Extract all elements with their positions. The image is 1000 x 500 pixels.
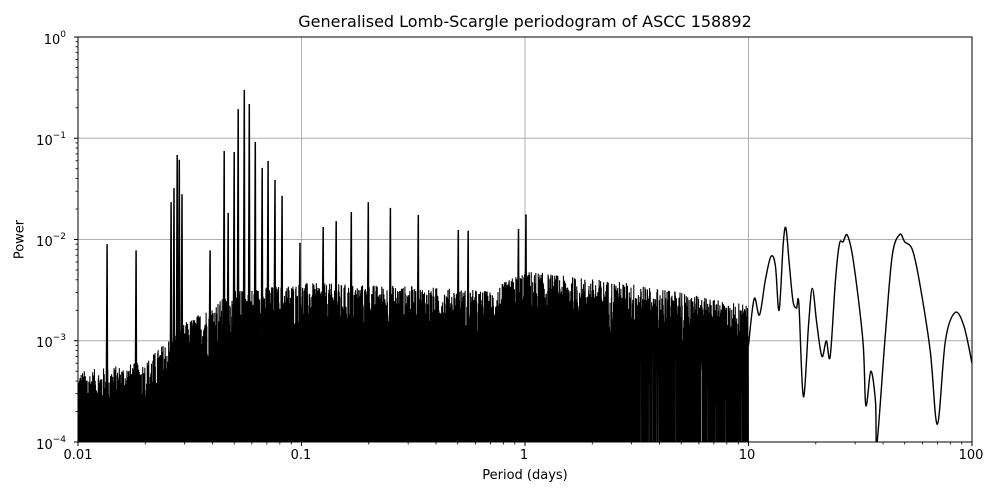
plot-frame bbox=[77, 36, 973, 443]
periodogram-noise-series bbox=[78, 270, 749, 442]
y-tick-label: 10−3 bbox=[36, 333, 66, 351]
periodogram-long-period-curve bbox=[747, 226, 972, 442]
x-tick-label: 1 bbox=[519, 448, 529, 463]
chart-title: Generalised Lomb-Scargle periodogram of … bbox=[298, 12, 752, 31]
x-axis-label: Period (days) bbox=[482, 468, 568, 483]
y-tick-label: 10−4 bbox=[36, 435, 66, 453]
x-tick-label: 0.1 bbox=[290, 448, 312, 463]
y-axis-label: Power bbox=[12, 219, 28, 260]
periodogram-peaks bbox=[105, 89, 528, 442]
y-tick-label: 10−2 bbox=[36, 232, 66, 250]
x-tick-label: 0.01 bbox=[63, 448, 93, 463]
y-tick-label: 10−1 bbox=[36, 131, 66, 149]
y-tick-label: 100 bbox=[43, 30, 66, 48]
x-tick-label: 10 bbox=[738, 448, 756, 463]
x-tick-label: 100 bbox=[958, 448, 984, 463]
